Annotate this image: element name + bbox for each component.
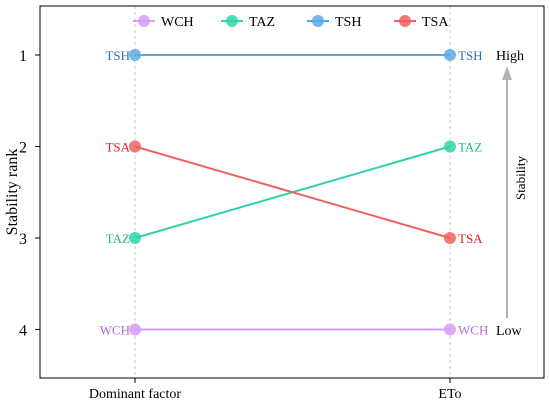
legend-marker-tsh [312,15,324,27]
legend-marker-wch [138,15,150,27]
series-layer [129,49,456,336]
point-label-tsh-right: TSH [458,48,483,63]
stability-annotation: Stability High Low [496,49,528,339]
point-label-tsa-right: TSA [458,231,483,246]
axes-layer: Dominant factor ETo 1 2 3 4 [19,48,462,402]
plot-frame [39,5,545,379]
legend-marker-tsa [399,15,411,27]
legend-label-taz: TAZ [249,15,275,30]
x-tick-label-eto: ETo [438,387,461,402]
stability-low-label: Low [496,324,523,339]
point-taz-dominant-factor [129,232,141,244]
y-tick-label-2: 2 [19,140,27,157]
grid-layer [134,6,451,378]
point-label-taz-left: TAZ [106,231,130,246]
x-tick-label-dominant-factor: Dominant factor [89,387,181,402]
y-tick-label-3: 3 [19,231,27,248]
stability-arrow-head [502,66,512,80]
stability-label: Stability [513,155,528,200]
y-tick-label-4: 4 [19,323,27,340]
point-wch-dominant-factor [129,323,141,336]
point-label-tsa-left: TSA [105,140,130,155]
point-label-tsh-left: TSH [105,48,130,63]
labels-layer: WCH WCH TAZ TAZ TSH TSH TSA TSA [100,48,489,338]
y-axis-label: Stability rank [4,149,21,236]
legend: WCH TAZ TSH TSA [133,15,449,30]
point-tsh-dominant-factor [129,49,141,61]
series-line-tsa [134,145,451,239]
point-tsa-dominant-factor [129,140,141,153]
point-taz-eto [444,140,456,153]
point-tsa-eto [444,232,456,244]
point-label-taz-right: TAZ [458,140,482,155]
y-tick-label-1: 1 [19,48,27,65]
point-label-wch-right: WCH [458,323,488,338]
legend-label-tsa: TSA [422,15,449,30]
stability-high-label: High [496,49,524,64]
legend-marker-taz [226,15,238,27]
point-wch-eto [444,323,456,336]
point-label-wch-left: WCH [100,323,130,338]
legend-label-tsh: TSH [335,15,361,30]
legend-label-wch: WCH [161,15,194,30]
point-tsh-eto [444,49,456,61]
